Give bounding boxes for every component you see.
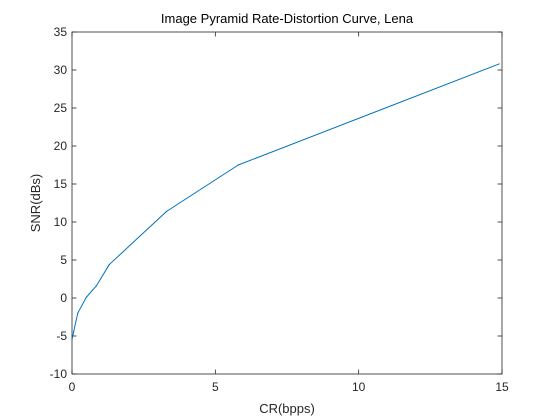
- y-tick-label: -10: [50, 367, 68, 381]
- y-axis-title: SNR(dBs): [28, 174, 43, 233]
- y-tick-label: 30: [54, 63, 68, 77]
- y-tick-label: 15: [54, 177, 68, 191]
- series-group: [71, 63, 500, 341]
- x-axis: 0 5 10 15: [69, 32, 509, 394]
- plot-area: [71, 31, 503, 375]
- data-point: [166, 210, 168, 212]
- data-point: [498, 63, 500, 65]
- y-tick-label: 0: [60, 291, 67, 305]
- y-tick-label: 25: [54, 101, 68, 115]
- data-point: [77, 312, 79, 314]
- data-point: [108, 263, 110, 266]
- y-tick-label: 5: [60, 253, 67, 267]
- x-tick-label: 0: [69, 380, 76, 394]
- y-tick-label: 10: [54, 215, 68, 229]
- y-tick-label: 35: [54, 25, 68, 39]
- data-point: [85, 296, 87, 298]
- x-tick-label: 5: [212, 380, 219, 394]
- chart-title: Image Pyramid Rate-Distortion Curve, Len…: [161, 11, 414, 26]
- y-axis: -10 -5 0 5 10 15 20 25 30 35: [50, 25, 502, 381]
- x-tick-label: 10: [352, 380, 366, 394]
- data-point: [71, 339, 73, 341]
- x-tick-label: 15: [495, 380, 509, 394]
- x-axis-title: CR(bpps): [259, 401, 315, 416]
- data-point: [95, 285, 97, 287]
- y-tick-label: -5: [56, 329, 67, 343]
- data-point: [73, 330, 75, 333]
- y-tick-label: 20: [54, 139, 68, 153]
- data-point: [237, 164, 239, 166]
